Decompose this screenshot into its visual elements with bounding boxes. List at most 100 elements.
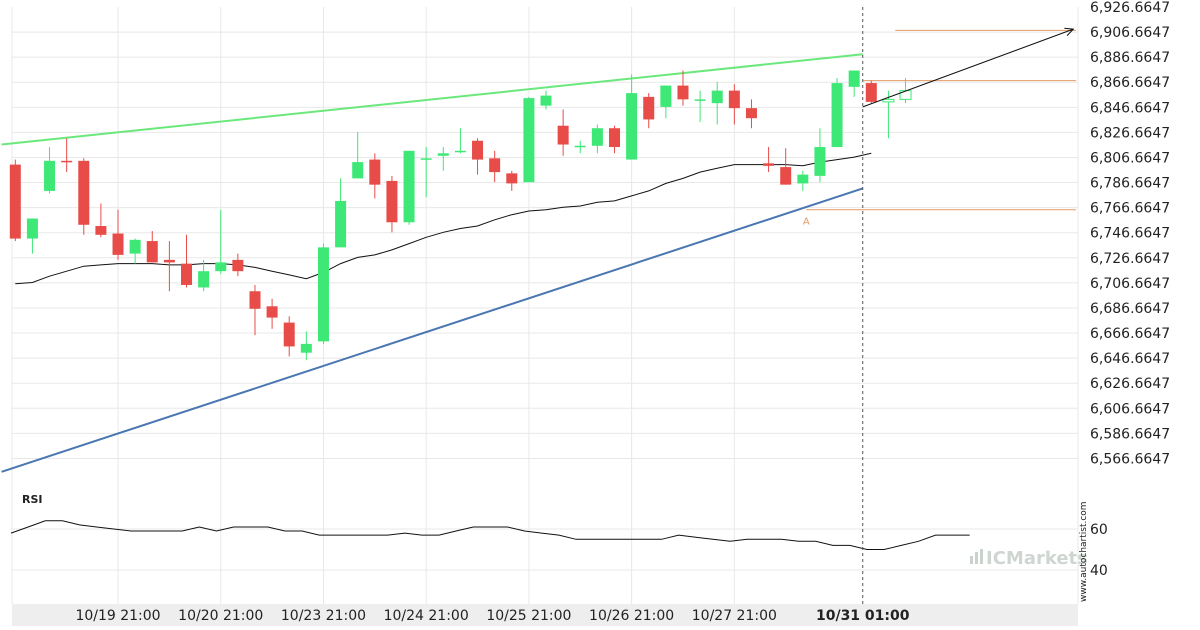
candle-body (352, 162, 364, 179)
candle-body (489, 158, 501, 173)
candle-body (420, 158, 432, 160)
site-credit: www.autochartist.com (1079, 501, 1089, 602)
candle-body (814, 147, 826, 176)
price-tick-label: 6,766.6647 (1090, 201, 1170, 217)
candle-body (694, 99, 706, 101)
candle (283, 316, 295, 357)
price-tick-label: 6,826.6647 (1090, 125, 1170, 141)
candle-body (797, 174, 809, 184)
candle-body (403, 150, 415, 223)
candle-body (523, 98, 535, 183)
candle (711, 81, 723, 125)
overlays: A (803, 7, 1075, 604)
candle (300, 331, 312, 361)
candle (61, 138, 73, 173)
pattern-lines (1, 29, 1076, 473)
candle-body (643, 96, 655, 120)
candle-body (95, 226, 107, 235)
price-tick-label: 6,786.6647 (1090, 176, 1170, 192)
candle (489, 150, 501, 183)
candle-body (26, 218, 38, 239)
candle-body (677, 85, 689, 100)
candle (814, 128, 826, 183)
current-candle (865, 80, 877, 104)
candle-body (711, 90, 723, 104)
candle-body (540, 95, 552, 106)
candle-body (472, 140, 484, 160)
candle (540, 90, 552, 110)
brand-text: ICMarkets (986, 548, 1088, 569)
price-tick-label: 6,866.6647 (1090, 75, 1170, 91)
x-axis-band (12, 604, 1078, 626)
candle (660, 85, 672, 119)
rsi-label: RSI (22, 493, 43, 506)
candle-body (61, 160, 73, 163)
candle (266, 298, 278, 329)
price-tick-label: 6,606.6647 (1090, 401, 1170, 417)
candle (574, 140, 586, 154)
candle-body (899, 90, 912, 100)
time-tick-label: 10/27 21:00 (692, 608, 777, 624)
candle-body (146, 241, 158, 263)
candle-body (763, 163, 775, 166)
candle-body (609, 128, 620, 148)
support-line (1, 187, 864, 473)
candle-body (9, 164, 21, 239)
candle-body (78, 160, 90, 225)
candle (472, 138, 484, 175)
candle (317, 243, 329, 344)
candle (163, 241, 175, 292)
candle-body (745, 108, 757, 119)
forecast-arrow-line (862, 28, 1074, 108)
candle (335, 178, 347, 248)
candle (146, 231, 158, 263)
candle (403, 150, 415, 225)
candle (369, 153, 381, 199)
price-tick-label: 6,566.6647 (1090, 451, 1170, 467)
candle (694, 90, 706, 122)
candle-body (728, 90, 740, 109)
candlesticks (9, 70, 912, 361)
candle-body (163, 259, 175, 263)
candle-body (181, 263, 192, 285)
resistance-line (1, 53, 863, 146)
candle-body (249, 291, 261, 309)
candle (848, 70, 860, 97)
price-tick-label: 6,666.6647 (1090, 326, 1170, 342)
rsi-panel (10, 520, 970, 550)
time-tick-label: 10/25 21:00 (486, 608, 571, 624)
candle (215, 209, 227, 274)
time-tick-label: 10/24 21:00 (384, 608, 469, 624)
candle-body (437, 153, 449, 156)
axes: 6,926.6647 6,906.6647 6,886.6647 6,866.6647… (22, 0, 1170, 624)
candle-body (574, 145, 586, 148)
candle (386, 175, 398, 233)
candle-body (300, 343, 312, 353)
price-tick-label: 6,806.6647 (1090, 150, 1170, 166)
rsi-line (10, 520, 970, 550)
candle (78, 158, 90, 235)
price-tick-label: 6,846.6647 (1090, 100, 1170, 116)
candle-body (865, 83, 877, 102)
candle (352, 131, 364, 179)
candle (112, 209, 124, 260)
candle-body (198, 271, 210, 288)
candle (506, 170, 518, 191)
candle-body (369, 159, 381, 185)
moving-average-line (15, 152, 872, 285)
watermark: ICMarkets www.autochartist.com (970, 501, 1089, 602)
candle-body (591, 128, 603, 146)
candle-body (283, 322, 295, 347)
price-tick-label: 6,926.6647 (1090, 0, 1170, 16)
time-tick-label: 10/20 21:00 (178, 608, 263, 624)
candle-body (232, 259, 244, 272)
candle-body (557, 125, 569, 145)
candle (780, 148, 792, 185)
candle-body (317, 247, 329, 342)
candle (831, 78, 843, 148)
rsi-tick-label: 40 (1090, 563, 1108, 579)
candle-body (386, 180, 398, 223)
projected-candle (882, 90, 895, 139)
price-tick-label: 6,686.6647 (1090, 301, 1170, 317)
candle (44, 147, 56, 194)
